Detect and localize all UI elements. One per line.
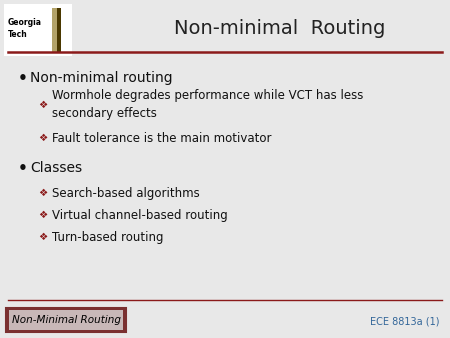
Text: ❖: ❖ bbox=[38, 188, 47, 198]
Text: ❖: ❖ bbox=[38, 210, 47, 220]
Text: Virtual channel-based routing: Virtual channel-based routing bbox=[52, 209, 228, 221]
Text: ❖: ❖ bbox=[38, 133, 47, 143]
FancyBboxPatch shape bbox=[6, 308, 126, 332]
Text: Non-minimal routing: Non-minimal routing bbox=[30, 71, 173, 85]
FancyBboxPatch shape bbox=[52, 8, 60, 52]
Text: Fault tolerance is the main motivator: Fault tolerance is the main motivator bbox=[52, 131, 271, 145]
Text: ECE 8813a (1): ECE 8813a (1) bbox=[370, 317, 440, 327]
Text: Turn-based routing: Turn-based routing bbox=[52, 231, 163, 243]
FancyBboxPatch shape bbox=[57, 8, 61, 52]
Text: •: • bbox=[18, 71, 28, 86]
FancyBboxPatch shape bbox=[4, 4, 72, 56]
Text: Wormhole degrades performance while VCT has less
secondary effects: Wormhole degrades performance while VCT … bbox=[52, 90, 364, 121]
Text: ❖: ❖ bbox=[38, 100, 47, 110]
Text: Classes: Classes bbox=[30, 161, 82, 175]
FancyBboxPatch shape bbox=[9, 310, 123, 330]
Text: Tech: Tech bbox=[8, 30, 28, 39]
Text: Non-minimal  Routing: Non-minimal Routing bbox=[174, 19, 386, 38]
Text: Search-based algorithms: Search-based algorithms bbox=[52, 187, 200, 199]
Text: Georgia: Georgia bbox=[8, 18, 42, 27]
Text: Non-Minimal Routing: Non-Minimal Routing bbox=[12, 315, 121, 325]
Text: ❖: ❖ bbox=[38, 232, 47, 242]
Text: •: • bbox=[18, 161, 28, 175]
